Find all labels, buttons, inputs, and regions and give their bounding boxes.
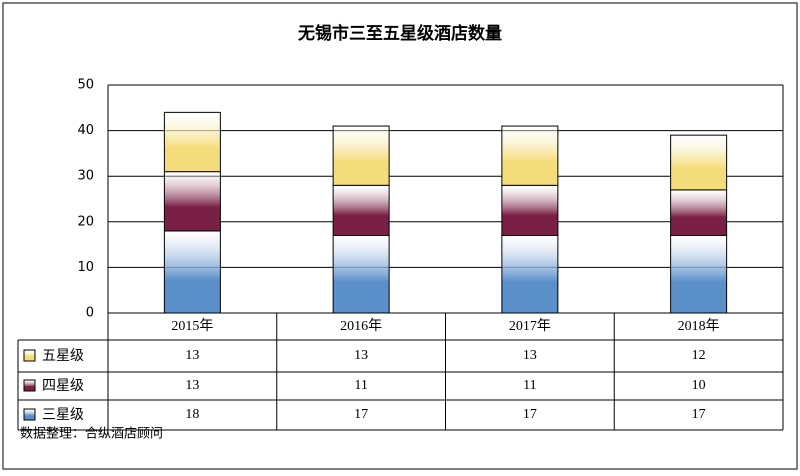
y-tick-label: 20 bbox=[77, 214, 94, 229]
legend-swatch bbox=[23, 379, 36, 392]
y-tick-label: 10 bbox=[77, 260, 94, 275]
x-tick-label: 2018年 bbox=[678, 318, 720, 334]
bar-segment bbox=[332, 125, 390, 186]
table-value: 17 bbox=[692, 407, 706, 422]
legend-swatch bbox=[23, 408, 36, 421]
table-value: 13 bbox=[185, 378, 199, 393]
chart-frame bbox=[2, 2, 798, 470]
bar-segment bbox=[163, 111, 221, 173]
bar-segment bbox=[163, 171, 221, 232]
bar-segment bbox=[332, 184, 390, 236]
bar-segment bbox=[332, 234, 390, 314]
y-tick-label: 30 bbox=[77, 169, 94, 184]
bar-segment bbox=[670, 134, 728, 191]
y-tick-label: 40 bbox=[77, 123, 94, 138]
legend-swatch bbox=[23, 349, 36, 362]
table-value: 13 bbox=[523, 348, 537, 363]
legend-label: 四星级 bbox=[42, 378, 84, 394]
x-tick-label: 2017年 bbox=[509, 318, 551, 334]
table-value: 13 bbox=[185, 348, 199, 363]
table-value: 12 bbox=[692, 348, 706, 363]
bar-segment bbox=[501, 184, 559, 236]
bar-segment bbox=[501, 125, 559, 186]
source-note: 数据整理：合纵酒店顾问 bbox=[20, 427, 163, 442]
x-tick-label: 2015年 bbox=[171, 318, 213, 334]
bar-segment bbox=[163, 230, 221, 314]
y-tick-label: 0 bbox=[86, 306, 94, 321]
bar-segment bbox=[501, 234, 559, 314]
bar-segment bbox=[670, 189, 728, 236]
legend-label: 五星级 bbox=[42, 348, 84, 364]
table-value: 13 bbox=[354, 348, 368, 363]
table-value: 17 bbox=[354, 407, 368, 422]
x-tick-label: 2016年 bbox=[340, 318, 382, 334]
chart-title: 无锡市三至五星级酒店数量 bbox=[297, 23, 502, 44]
bar-segment bbox=[670, 234, 728, 314]
table-value: 10 bbox=[692, 378, 706, 393]
table-value: 18 bbox=[185, 407, 199, 422]
table-value: 11 bbox=[354, 378, 367, 393]
legend-label: 三星级 bbox=[42, 407, 84, 423]
y-tick-label: 50 bbox=[77, 78, 94, 93]
table-value: 11 bbox=[523, 378, 536, 393]
table-value: 17 bbox=[523, 407, 537, 422]
